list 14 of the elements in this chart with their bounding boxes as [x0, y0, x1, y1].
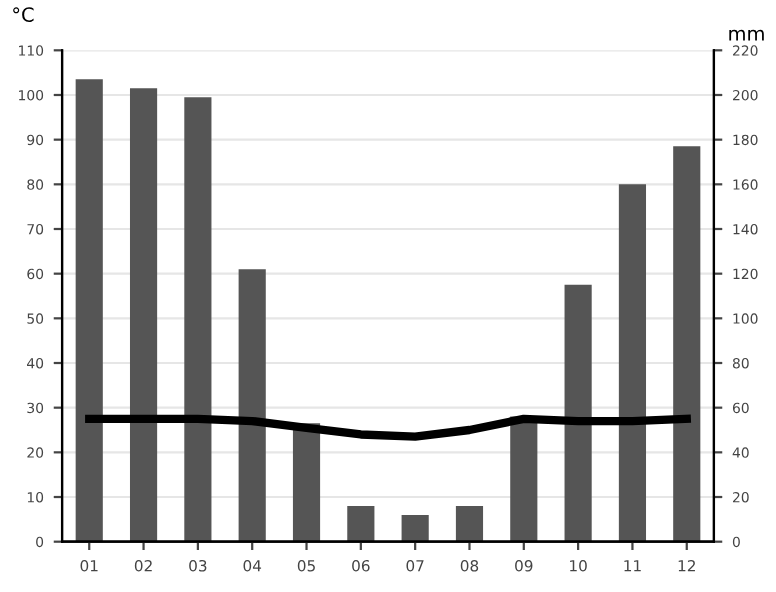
bar	[673, 146, 701, 542]
bar	[455, 505, 484, 542]
y-axis-title: °C	[13, 7, 34, 22]
bar	[238, 269, 266, 542]
bar	[401, 514, 429, 542]
bar	[184, 97, 212, 542]
bar	[292, 423, 321, 542]
line-series	[85, 414, 691, 441]
bar	[347, 505, 375, 542]
bar	[618, 184, 647, 542]
bar	[75, 79, 103, 542]
bar	[564, 284, 592, 542]
bar	[129, 88, 158, 542]
y2-axis-title: mm	[729, 29, 764, 41]
